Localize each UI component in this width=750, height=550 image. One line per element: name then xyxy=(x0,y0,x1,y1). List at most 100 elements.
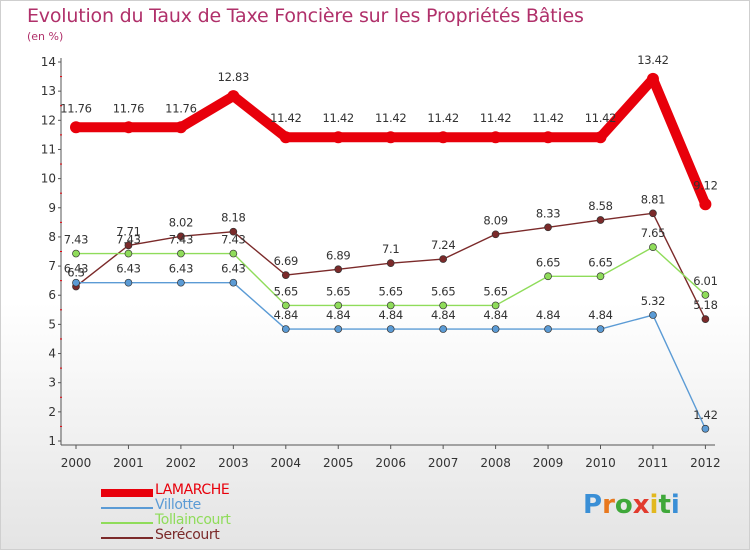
proxiti-logo: Proxiti xyxy=(583,490,680,520)
data-label: 7.43 xyxy=(221,233,245,247)
data-label: 12.83 xyxy=(218,70,249,84)
data-label: 7.43 xyxy=(169,233,193,247)
x-tick-label: 2008 xyxy=(480,456,511,470)
data-label: 6.65 xyxy=(588,255,612,269)
legend-label: Tollaincourt xyxy=(155,512,231,528)
y-tick-label: 4 xyxy=(48,347,56,361)
data-point xyxy=(649,311,657,319)
data-point xyxy=(649,243,657,251)
data-point xyxy=(72,278,80,287)
data-label: 11.76 xyxy=(113,101,144,115)
data-point xyxy=(122,121,135,134)
data-point xyxy=(701,424,710,433)
data-point xyxy=(594,131,607,144)
data-point xyxy=(542,131,555,144)
data-label: 7.1 xyxy=(382,242,399,256)
data-point xyxy=(596,272,605,281)
data-point xyxy=(70,121,82,134)
x-tick-label: 2003 xyxy=(218,456,249,470)
data-label: 5.65 xyxy=(483,284,507,298)
y-tick-label: 2 xyxy=(48,405,56,419)
data-label: 8.02 xyxy=(169,215,193,229)
data-label: 6.69 xyxy=(274,254,298,268)
data-label: 4.84 xyxy=(378,308,402,322)
data-label: 11.42 xyxy=(532,111,563,125)
data-point xyxy=(124,278,133,287)
data-point xyxy=(281,301,290,310)
x-tick-label: 2002 xyxy=(166,456,197,470)
y-tick-label: 14 xyxy=(41,55,56,69)
data-point xyxy=(124,241,133,250)
data-label: 6.43 xyxy=(169,262,193,276)
data-point xyxy=(384,131,397,144)
y-tick-label: 6 xyxy=(48,288,56,302)
legend-swatch xyxy=(101,507,153,509)
data-label: 7.71 xyxy=(116,224,140,238)
logo-letter: i xyxy=(649,490,659,520)
logo-letter: o xyxy=(614,490,633,520)
data-label: 9.12 xyxy=(693,178,717,192)
data-point xyxy=(229,249,238,258)
data-label: 13.42 xyxy=(637,53,668,67)
data-point xyxy=(437,131,450,144)
data-point xyxy=(124,249,133,258)
x-tick-label: 2012 xyxy=(690,456,721,470)
data-point xyxy=(439,255,447,263)
data-point xyxy=(229,278,238,287)
data-label: 8.81 xyxy=(641,192,665,206)
y-tick-label: 5 xyxy=(48,317,56,331)
data-label: 4.84 xyxy=(483,308,507,322)
x-tick-label: 2009 xyxy=(533,456,564,470)
data-label: 7.24 xyxy=(431,238,455,252)
y-tick-label: 8 xyxy=(48,230,56,244)
x-tick-label: 2001 xyxy=(113,456,144,470)
data-label: 6.65 xyxy=(536,255,560,269)
data-point xyxy=(491,325,500,333)
data-label: 4.84 xyxy=(326,308,350,322)
y-tick-label: 10 xyxy=(41,172,56,186)
x-tick-label: 2000 xyxy=(61,456,92,470)
data-label: 4.84 xyxy=(431,308,455,322)
legend-swatch xyxy=(101,537,153,539)
data-point xyxy=(544,223,552,232)
data-label: 6.3 xyxy=(67,265,84,279)
data-point xyxy=(701,315,710,323)
data-label: 4.84 xyxy=(274,308,298,322)
legend-label: Serécourt xyxy=(155,527,220,543)
data-point xyxy=(646,72,659,85)
data-label: 5.18 xyxy=(693,298,717,312)
data-label: 8.33 xyxy=(536,206,560,220)
data-point xyxy=(386,301,395,310)
data-point xyxy=(281,271,290,279)
data-point xyxy=(491,230,500,239)
x-tick-label: 2006 xyxy=(375,456,406,470)
unit-label: (en %) xyxy=(27,30,64,43)
data-label: 6.43 xyxy=(221,262,245,276)
y-tick-label: 3 xyxy=(48,376,56,390)
data-label: 7.43 xyxy=(64,233,88,247)
chart-title: Evolution du Taux de Taxe Foncière sur l… xyxy=(27,5,584,27)
data-point xyxy=(649,209,657,218)
x-tick-label: 2011 xyxy=(638,456,669,470)
legend-label: Villotte xyxy=(155,497,201,513)
data-point xyxy=(332,131,345,144)
data-label: 11.42 xyxy=(270,111,301,125)
data-point xyxy=(227,90,240,103)
data-label: 11.42 xyxy=(585,111,616,125)
logo-letter: t xyxy=(658,490,671,520)
data-point xyxy=(439,325,447,333)
data-point xyxy=(229,227,238,236)
x-tick-label: 2007 xyxy=(428,456,459,470)
data-label: 5.65 xyxy=(326,284,350,298)
x-tick-label: 2010 xyxy=(585,456,616,470)
data-point xyxy=(544,325,552,333)
data-label: 8.18 xyxy=(221,211,245,225)
data-label: 5.65 xyxy=(274,284,298,298)
data-point xyxy=(699,198,712,211)
data-label: 11.42 xyxy=(480,111,511,125)
data-point xyxy=(544,272,552,281)
data-label: 5.32 xyxy=(641,294,665,308)
data-point xyxy=(334,301,343,310)
data-point xyxy=(177,278,185,287)
